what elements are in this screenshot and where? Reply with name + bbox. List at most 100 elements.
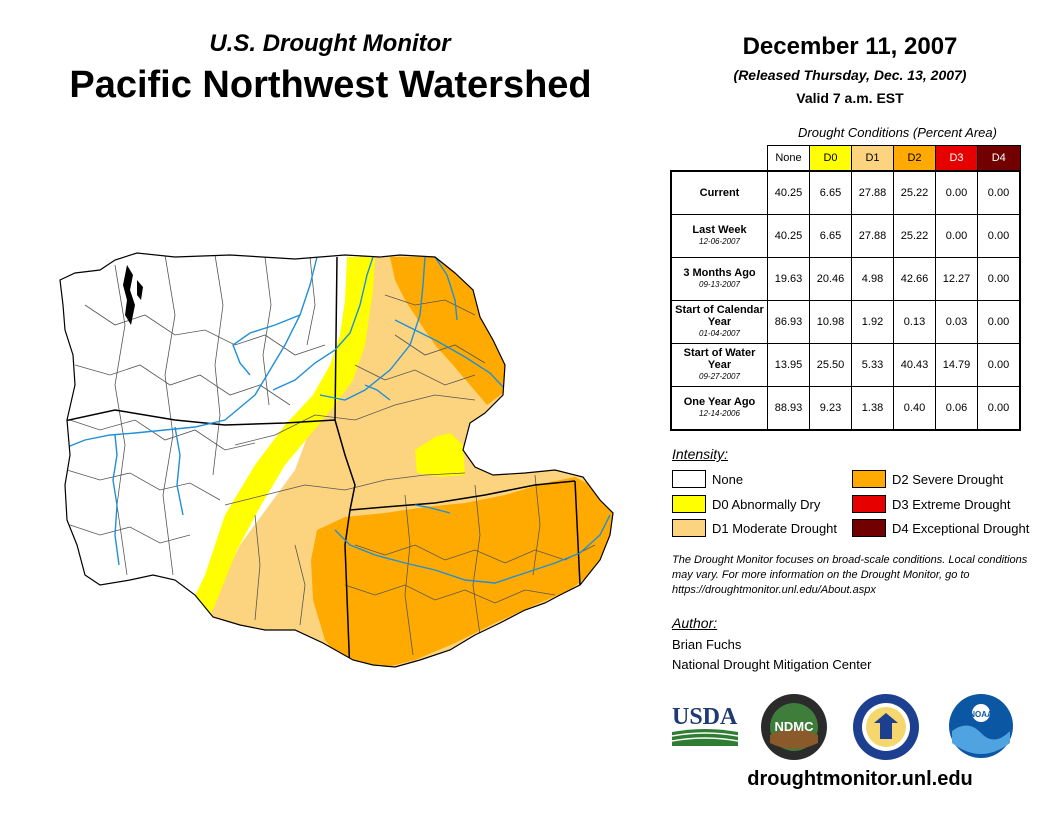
valid-time: Valid 7 a.m. EST <box>796 90 904 106</box>
d0-area <box>185 257 375 625</box>
cell-value: 25.50 <box>809 343 852 387</box>
cell-value: 86.93 <box>767 300 810 344</box>
row-label: Current <box>670 170 768 215</box>
state-boundaries <box>60 256 581 667</box>
region-outline <box>59 252 614 668</box>
table-row: Start of Water Year 09-27-2007 13.95 25.5… <box>670 343 1021 387</box>
legend-swatch <box>852 470 886 488</box>
author-name: Brian Fuchs <box>672 637 742 652</box>
col-header-d1: D1 <box>851 145 894 172</box>
legend-label: D3 Extreme Drought <box>892 496 1011 512</box>
cell-value: 12.27 <box>935 257 978 301</box>
cell-value: 25.22 <box>893 214 936 258</box>
table-row: Current 40.25 6.65 27.88 25.22 0.00 0.00 <box>670 170 1021 215</box>
watershed-boundaries <box>66 254 596 656</box>
d2-area-south <box>311 477 613 667</box>
cell-value: 0.00 <box>977 386 1021 431</box>
legend-swatch <box>852 495 886 513</box>
ndmc-logo: NDMC <box>761 694 827 760</box>
cell-value: 6.65 <box>809 214 852 258</box>
cell-value: 4.98 <box>851 257 894 301</box>
cell-value: 1.38 <box>851 386 894 431</box>
drought-conditions-table: None D0 D1 D2 D3 D4 Current 40.25 6.65 2… <box>670 145 1021 431</box>
legend-label: D0 Abnormally Dry <box>712 496 821 512</box>
map-title: Pacific Northwest Watershed <box>69 64 592 106</box>
table-row: Start of Calendar Year 01-04-2007 86.93 1… <box>670 300 1021 344</box>
col-header-d3: D3 <box>935 145 978 172</box>
cell-value: 0.00 <box>935 170 978 215</box>
puget-sound <box>123 265 143 325</box>
col-header-d2: D2 <box>893 145 936 172</box>
cell-value: 13.95 <box>767 343 810 387</box>
cell-value: 0.00 <box>977 257 1021 301</box>
legend-label: D4 Exceptional Drought <box>892 520 1030 536</box>
table-row: Last Week 12-06-2007 40.25 6.65 27.88 25.… <box>670 214 1021 258</box>
table-row: One Year Ago 12-14-2006 88.93 9.23 1.38 0… <box>670 386 1021 431</box>
row-label: Last Week 12-06-2007 <box>670 214 768 258</box>
cell-value: 9.23 <box>809 386 852 431</box>
legend-item-d4: D4 Exceptional Drought <box>852 519 1029 537</box>
col-header-d4: D4 <box>977 145 1021 172</box>
cell-value: 1.92 <box>851 300 894 344</box>
legend-title: Intensity: <box>672 446 729 462</box>
legend-swatch <box>672 495 706 513</box>
commerce-seal-logo <box>853 694 919 760</box>
legend-item-d3: D3 Extreme Drought <box>852 495 1011 513</box>
d0-area-east <box>415 433 465 477</box>
drought-map <box>59 252 614 668</box>
legend-label: None <box>712 471 744 487</box>
cell-value: 0.00 <box>977 343 1021 387</box>
table-row: 3 Months Ago 09-13-2007 19.63 20.46 4.98 … <box>670 257 1021 301</box>
cell-value: 0.00 <box>977 214 1021 258</box>
cell-value: 88.93 <box>767 386 810 431</box>
cell-value: 0.06 <box>935 386 978 431</box>
cell-value: 19.63 <box>767 257 810 301</box>
cell-value: 0.03 <box>935 300 978 344</box>
cell-value: 10.98 <box>809 300 852 344</box>
legend-item-d2: D2 Severe Drought <box>852 470 1003 488</box>
noaa-logo: NOAA <box>949 694 1013 758</box>
rivers <box>60 256 611 584</box>
cell-value: 6.65 <box>809 170 852 215</box>
cell-value: 25.22 <box>893 170 936 215</box>
cell-value: 20.46 <box>809 257 852 301</box>
cell-value: 0.00 <box>977 170 1021 215</box>
website-url[interactable]: droughtmonitor.unl.edu <box>747 768 973 790</box>
cell-value: 0.40 <box>893 386 936 431</box>
legend-label: D2 Severe Drought <box>892 471 1004 487</box>
legend-item-none: None <box>672 470 743 488</box>
row-label: Start of Calendar Year 01-04-2007 <box>670 300 768 344</box>
author-label: Author: <box>672 615 718 631</box>
cell-value: 40.25 <box>767 214 810 258</box>
map-date: December 11, 2007 <box>742 33 958 60</box>
legend-item-d1: D1 Moderate Drought <box>672 519 837 537</box>
ndmc-logo-text: NDMC <box>775 719 815 734</box>
usda-logo-text: USDA <box>672 704 738 730</box>
cell-value: 40.25 <box>767 170 810 215</box>
row-label: 3 Months Ago 09-13-2007 <box>670 257 768 301</box>
cell-value: 0.00 <box>935 214 978 258</box>
legend-label: D1 Moderate Drought <box>712 520 838 536</box>
cell-value: 0.13 <box>893 300 936 344</box>
author-organization: National Drought Mitigation Center <box>672 657 872 672</box>
cell-value: 27.88 <box>851 170 894 215</box>
col-header-d0: D0 <box>809 145 852 172</box>
legend-item-d0: D0 Abnormally Dry <box>672 495 820 513</box>
legend-swatch <box>672 519 706 537</box>
drought-monitor-note: The Drought Monitor focuses on broad-sca… <box>672 554 1028 596</box>
noaa-logo-text: NOAA <box>969 710 993 719</box>
conditions-caption: Drought Conditions (Percent Area) <box>798 125 997 140</box>
cell-value: 14.79 <box>935 343 978 387</box>
cell-value: 5.33 <box>851 343 894 387</box>
legend-swatch <box>852 519 886 537</box>
row-label: Start of Water Year 09-27-2007 <box>670 343 768 387</box>
release-date: (Released Thursday, Dec. 13, 2007) <box>733 67 967 83</box>
row-label: One Year Ago 12-14-2006 <box>670 386 768 431</box>
map-subtitle: U.S. Drought Monitor <box>209 30 451 57</box>
cell-value: 27.88 <box>851 214 894 258</box>
legend-swatch <box>672 470 706 488</box>
cell-value: 40.43 <box>893 343 936 387</box>
col-header-none: None <box>767 145 810 172</box>
usda-logo: USDA <box>671 704 739 746</box>
cell-value: 0.00 <box>977 300 1021 344</box>
